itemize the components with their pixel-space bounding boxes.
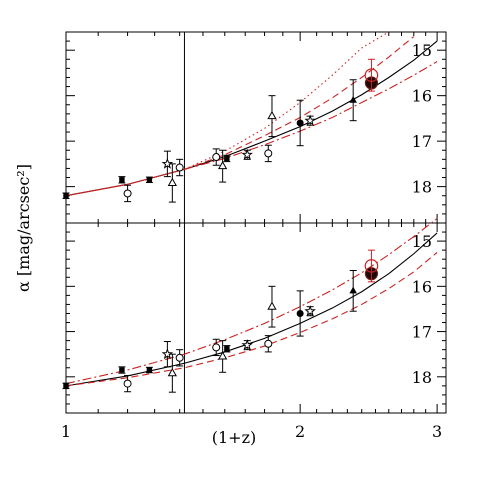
curve-dashed-red: [65, 251, 438, 387]
y-tick-label: 17: [412, 132, 432, 151]
data-point-open-star: [304, 305, 316, 317]
plot-frame: [65, 31, 447, 224]
data-point-open-circle: [212, 343, 221, 352]
data-point-open-triangle: [267, 301, 277, 310]
data-point-open-circle: [123, 379, 132, 388]
plot-frame: [65, 222, 447, 414]
y-axis-title: α [mag/arcsec²]: [14, 164, 33, 292]
data-point-filled-circle: [296, 119, 304, 127]
y-tick-label: 18: [412, 368, 432, 387]
data-point-filled-square: [146, 367, 153, 373]
data-point-open-star: [161, 348, 174, 360]
curve-solid-black: [65, 40, 438, 197]
curve-solid-red: [65, 168, 185, 197]
data-point-open-circle: [175, 353, 184, 362]
data-point-open-star: [241, 148, 253, 160]
x-tick-label: 1: [61, 422, 71, 441]
x-tick-label: 3: [432, 422, 442, 441]
data-point-open-circle: [212, 153, 221, 162]
curve-dashed-red: [184, 36, 415, 170]
data-point-open-star: [241, 339, 253, 351]
y-tick-label: 16: [412, 277, 432, 296]
data-point-filled-triangle: [349, 286, 357, 294]
data-point-open-triangle: [167, 367, 177, 377]
data-point-filled-square: [224, 346, 230, 352]
data-point-open-circle-red: [364, 259, 379, 273]
data-point-open-circle: [175, 163, 184, 172]
data-point-open-triangle: [218, 160, 228, 170]
data-point-open-circle: [264, 149, 273, 158]
x-axis-title: (1+z): [212, 428, 257, 447]
curve-dotted-red: [184, 31, 390, 170]
y-tick-label: 18: [412, 178, 432, 197]
data-point-open-star: [161, 157, 174, 169]
curve-dashdot-red: [65, 218, 438, 385]
curve-solid-black: [65, 232, 438, 387]
data-point-filled-square: [119, 177, 125, 183]
data-point-filled-triangle: [349, 96, 357, 103]
data-point-filled-square: [119, 367, 125, 373]
data-point-open-circle: [264, 339, 273, 348]
data-point-open-star: [304, 114, 316, 126]
data-point-open-triangle: [218, 351, 228, 360]
x-tick-label: 2: [295, 422, 305, 441]
curve-dashdot-red: [184, 61, 438, 170]
bottom-panel: 15 16 17 18: [62, 218, 447, 414]
data-point-filled-square: [224, 155, 230, 162]
x-tick-labels: 1 2 3: [61, 422, 442, 441]
data-point-open-triangle: [267, 110, 277, 120]
data-point-filled-square: [63, 193, 69, 199]
data-point-open-circle: [123, 189, 132, 198]
data-point-filled-square: [146, 177, 153, 183]
y-tick-label: 17: [412, 323, 432, 342]
y-tick-label: 15: [412, 232, 432, 251]
top-panel: 15 16 17 18: [62, 31, 447, 224]
y-tick-label: 16: [412, 87, 432, 106]
data-point-open-triangle: [167, 177, 177, 187]
data-point-filled-square: [63, 383, 69, 389]
data-point-filled-circle: [296, 309, 304, 317]
data-point-open-circle-red: [364, 68, 379, 83]
y-tick-label: 15: [412, 41, 432, 60]
